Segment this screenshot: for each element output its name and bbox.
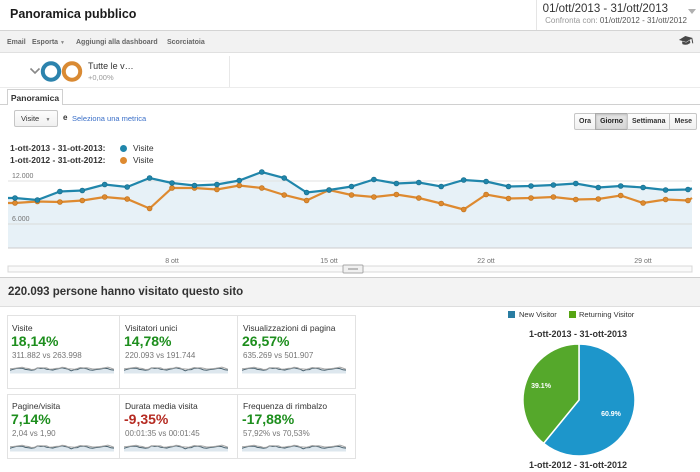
- svg-text:22 ott: 22 ott: [477, 258, 495, 265]
- svg-text:15 ott: 15 ott: [320, 258, 338, 265]
- svg-text:29 ott: 29 ott: [634, 258, 652, 265]
- svg-text:6.000: 6.000: [12, 216, 30, 223]
- svg-text:12.000: 12.000: [12, 173, 34, 180]
- svg-text:8 ott: 8 ott: [165, 258, 179, 265]
- svg-text:39.1%: 39.1%: [531, 383, 552, 390]
- svg-text:60.9%: 60.9%: [601, 411, 622, 418]
